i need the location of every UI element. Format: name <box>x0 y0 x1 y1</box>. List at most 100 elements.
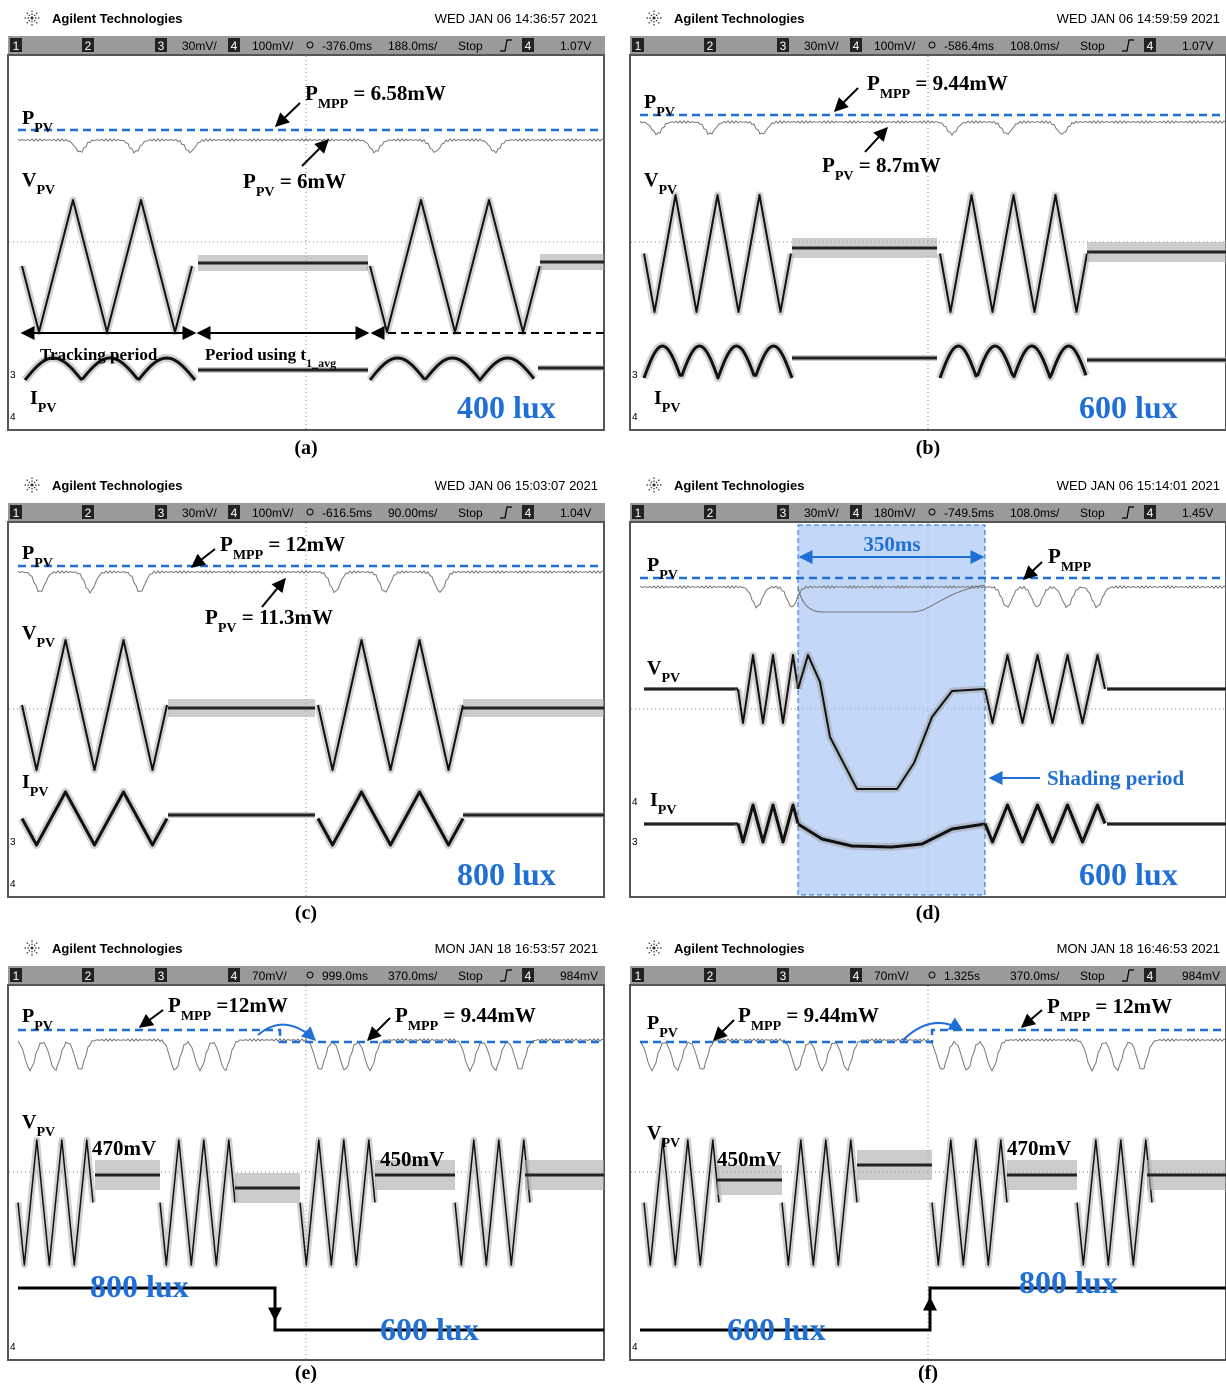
text-sub: PV <box>36 636 55 651</box>
text-main: I <box>22 771 30 793</box>
channel-number: 4 <box>231 969 238 983</box>
logo-ray <box>26 942 32 948</box>
logo-ray <box>32 942 38 948</box>
text-main: P <box>168 993 181 1017</box>
logo-ray <box>648 485 654 491</box>
annotation: 800 lux <box>90 1268 189 1304</box>
annotation: 350ms <box>863 532 920 556</box>
status-timebase: 188.0ms/ <box>388 39 438 53</box>
channel-number: 2 <box>85 39 92 53</box>
timestamp: WED JAN 06 15:14:01 2021 <box>1057 478 1220 493</box>
logo-ray <box>32 18 38 24</box>
text-main: P <box>867 71 880 95</box>
logo <box>645 476 663 494</box>
annotation: 450mV <box>717 1147 781 1171</box>
status-timebase: 90.00ms/ <box>388 506 438 520</box>
text-sub: MPP <box>318 97 349 112</box>
channel-number: 2 <box>707 39 714 53</box>
status-trigger-level: 1.07V <box>1182 39 1213 53</box>
status-ch3-scale: 30mV/ <box>182 506 217 520</box>
annotation: 400 lux <box>457 389 556 425</box>
status-delay: -616.5ms <box>322 506 372 520</box>
text-sub: MPP <box>1060 1010 1091 1025</box>
text-sub: PV <box>36 183 55 198</box>
status-trigger-channel: 4 <box>1147 506 1154 520</box>
text-sub: 1_avg <box>306 356 336 370</box>
status-timebase: 108.0ms/ <box>1010 39 1060 53</box>
logo-ray <box>26 485 32 491</box>
text-main: P <box>220 532 233 556</box>
status-mode: Stop <box>1080 506 1105 520</box>
status-mode: Stop <box>458 969 483 983</box>
annotation: 800 lux <box>1019 1264 1118 1300</box>
status-delay: -586.4ms <box>944 39 994 53</box>
channel-number: 1 <box>13 506 20 520</box>
channel-number: 2 <box>707 506 714 520</box>
logo-ray <box>648 12 654 18</box>
timestamp: WED JAN 06 14:36:57 2021 <box>435 11 598 26</box>
text-rest: = 9.44mW <box>910 71 1008 95</box>
logo-ray <box>654 948 660 954</box>
ground-marker: 4 <box>10 1342 16 1353</box>
text-main: 350ms <box>863 532 920 556</box>
status-mode: Stop <box>458 39 483 53</box>
text-sub: PV <box>661 1136 680 1151</box>
ground-marker: 3 <box>10 837 16 848</box>
status-ch4-scale: 100mV/ <box>252 506 294 520</box>
text-main: P <box>305 81 318 105</box>
channel-number: 1 <box>635 969 642 983</box>
text-main: Shading period <box>1047 766 1184 790</box>
status-trigger-level: 1.07V <box>560 39 591 53</box>
logo-ray <box>32 12 38 18</box>
status-ch4-scale: 100mV/ <box>874 39 916 53</box>
logo-ray <box>648 942 654 948</box>
text-rest: = 9.44mW <box>438 1003 536 1027</box>
brand: Agilent Technologies <box>52 941 183 956</box>
text-rest: = 8.7mW <box>854 153 941 177</box>
text-sub: MPP <box>751 1019 782 1034</box>
channel-number: 1 <box>635 39 642 53</box>
channel-number: 3 <box>158 506 165 520</box>
text-sub: PV <box>30 785 49 800</box>
text-main: P <box>243 169 256 193</box>
text-sub: MPP <box>408 1019 439 1034</box>
logo-ray <box>654 485 660 491</box>
caption: (a) <box>294 437 317 459</box>
status-timebase: 108.0ms/ <box>1010 506 1060 520</box>
ground-marker: 3 <box>632 837 638 848</box>
text-sub: PV <box>835 169 854 184</box>
scope-panel: Agilent TechnologiesWED JAN 06 15:03:07 … <box>8 476 605 924</box>
text-sub: PV <box>658 803 677 818</box>
ground-marker: 4 <box>632 1342 638 1353</box>
text-main: P <box>822 153 835 177</box>
channel-number: 1 <box>13 39 20 53</box>
text-sub: MPP <box>181 1009 212 1024</box>
caption: (c) <box>295 902 317 924</box>
text-sub: PV <box>662 401 681 416</box>
text-sub: PV <box>658 183 677 198</box>
ground-marker: 4 <box>632 412 638 423</box>
annotation: Shading period <box>1047 766 1184 790</box>
timestamp: MON JAN 18 16:46:53 2021 <box>1057 941 1220 956</box>
text-main: P <box>22 1005 34 1027</box>
text-main: 450mV <box>717 1147 781 1171</box>
text-main: 470mV <box>1007 1136 1071 1160</box>
text-sub: PV <box>218 621 237 636</box>
text-main: I <box>30 387 38 409</box>
text-rest: = 11.3mW <box>237 605 334 629</box>
text-sub: PV <box>34 121 53 136</box>
text-main: P <box>1047 994 1060 1018</box>
caption: (b) <box>916 437 940 459</box>
status-ch3-scale: 30mV/ <box>182 39 217 53</box>
text-main: V <box>644 169 659 191</box>
status-bar <box>630 36 1226 54</box>
status-ch3-scale: 30mV/ <box>804 506 839 520</box>
status-trigger-level: 984mV <box>560 969 598 983</box>
scope-panel: Agilent TechnologiesMON JAN 18 16:53:57 … <box>8 939 605 1384</box>
text-rest: = 12mW <box>1090 994 1172 1018</box>
status-trigger-channel: 4 <box>525 39 532 53</box>
text-main: 600 lux <box>1079 389 1178 425</box>
status-trigger-level: 1.45V <box>1182 506 1213 520</box>
text-sub: PV <box>34 1019 53 1034</box>
text-main: P <box>395 1003 408 1027</box>
